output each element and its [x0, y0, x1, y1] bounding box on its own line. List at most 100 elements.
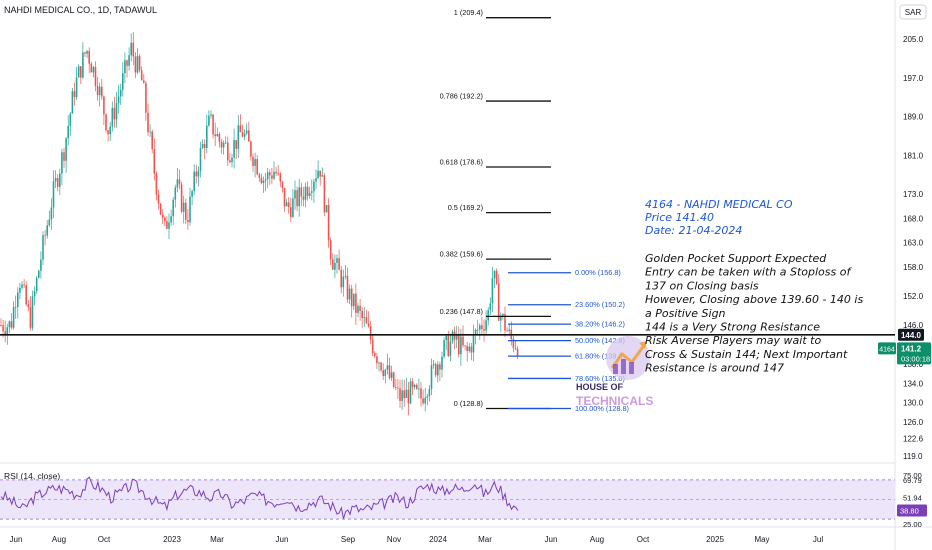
time-tick-label: Oct	[98, 535, 111, 544]
fib-level[interactable]: 0.00% (156.8)	[508, 268, 621, 277]
candle	[453, 326, 456, 350]
fib-level[interactable]: 23.60% (150.2)	[508, 300, 625, 309]
candle	[376, 352, 378, 370]
price-tick-label: 126.0	[903, 418, 924, 427]
fib-level[interactable]: 61.80% (139.6)	[508, 352, 625, 361]
fib-level-label: 0.236 (147.8)	[440, 307, 483, 316]
price-tick-label: 181.0	[903, 151, 924, 160]
candle	[483, 319, 485, 342]
fib-level[interactable]: 0.618 (178.6)	[440, 158, 551, 168]
candle	[159, 203, 162, 216]
annotation-body-line: a Positive Sign	[645, 307, 726, 320]
fib-level[interactable]: 0.236 (147.8)	[440, 307, 551, 318]
candle	[27, 299, 30, 312]
candle	[474, 328, 477, 345]
time-axis[interactable]: Jun Aug Oct 2023 Mar Jun Sep Nov 2024 Mar Jun Aug Oc…	[10, 535, 824, 544]
candle	[466, 341, 468, 362]
candle	[107, 129, 109, 142]
candle	[313, 178, 315, 203]
candle	[428, 385, 431, 402]
candle	[33, 286, 36, 306]
candle	[111, 101, 114, 132]
candle	[319, 170, 321, 186]
candle	[145, 80, 147, 121]
currency-badge[interactable]	[899, 4, 927, 20]
candle	[476, 320, 479, 335]
candle	[369, 321, 372, 345]
candle	[147, 103, 149, 136]
candle	[367, 311, 370, 328]
candle	[214, 122, 216, 147]
annotation-title-line: 4164 - NAHDI MEDICAL CO	[645, 198, 793, 211]
candle	[80, 66, 82, 85]
candle	[424, 387, 426, 412]
candle	[439, 361, 441, 382]
candle	[243, 129, 246, 141]
candle	[94, 61, 97, 92]
candle	[382, 363, 384, 380]
candle	[390, 365, 393, 381]
candle	[134, 51, 137, 79]
candle	[332, 253, 334, 271]
candle	[227, 136, 229, 166]
candle	[344, 265, 347, 280]
fib-level[interactable]: 1 (209.4)	[454, 8, 551, 19]
candle	[75, 66, 78, 100]
candle	[365, 309, 368, 324]
candle	[113, 96, 116, 128]
candle	[256, 154, 258, 176]
candle	[25, 281, 27, 307]
fib-level[interactable]: 38.20% (146.2)	[508, 320, 625, 329]
candle	[136, 48, 139, 75]
candle	[149, 124, 151, 138]
candle	[464, 345, 466, 351]
candle	[407, 381, 410, 416]
fib-level[interactable]: 0.382 (159.6)	[440, 250, 551, 260]
candle	[399, 380, 401, 408]
candle	[380, 361, 382, 373]
annotation-body-line: Entry can be taken with a Stoploss of	[645, 266, 852, 279]
price-axis[interactable]: 205.0 197.0 189.0 181.0 173.0 168.0 163.0 158.0…	[903, 35, 924, 461]
price-tick-label: 163.0	[903, 239, 924, 248]
candle	[260, 173, 263, 185]
svg-text:4164: 4164	[879, 346, 895, 353]
candle	[61, 149, 63, 186]
fib-retracement-right[interactable]: 0.00% (156.8) 23.60% (150.2) 38.20% (146.2…	[508, 268, 629, 413]
candle	[12, 301, 15, 330]
candle	[35, 276, 38, 294]
candle	[174, 184, 177, 208]
candle	[182, 195, 185, 224]
fib-level[interactable]: 0.5 (169.2)	[448, 203, 551, 214]
fib-level-label: 0.5 (169.2)	[448, 203, 483, 212]
candle	[65, 137, 67, 173]
price-tick-label: 130.0	[903, 399, 924, 408]
candle	[84, 51, 86, 58]
candle	[262, 176, 265, 194]
candle	[292, 189, 294, 218]
fib-retracement-left[interactable]: 1 (209.4) 0.786 (192.2) 0.618 (178.6) 0.5 (…	[440, 8, 551, 410]
candle	[178, 169, 181, 190]
fib-level[interactable]: 100.00% (128.8)	[508, 404, 629, 413]
candle	[8, 320, 11, 334]
candle	[42, 231, 44, 265]
candle	[197, 166, 200, 187]
time-tick-label: May	[754, 535, 769, 544]
candle	[325, 204, 328, 213]
candle	[63, 147, 65, 168]
price-pane[interactable]	[0, 0, 895, 463]
candle	[308, 186, 311, 199]
candle	[432, 359, 435, 369]
fib-level[interactable]: 78.60% (135.0)	[508, 374, 625, 383]
rsi-tick-label: 69.79	[903, 476, 922, 485]
candle	[285, 198, 288, 207]
candle	[254, 152, 256, 178]
candle	[199, 141, 202, 178]
candle	[180, 181, 183, 214]
candle	[470, 343, 473, 361]
fib-level[interactable]: 0.786 (192.2)	[440, 92, 551, 102]
candle	[458, 326, 460, 358]
fib-level[interactable]: 50.00% (142.8)	[508, 336, 625, 345]
